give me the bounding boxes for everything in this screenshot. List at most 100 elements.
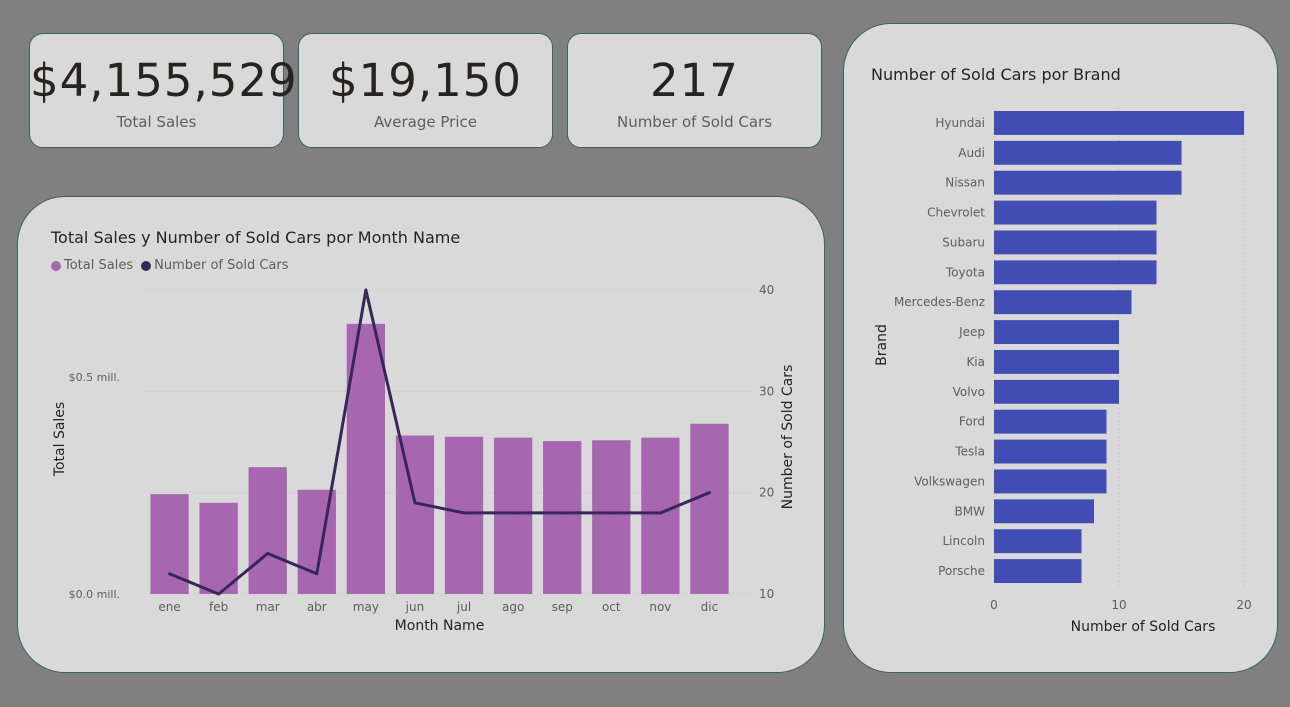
line-point-abr xyxy=(314,571,318,575)
x-tick-label: jul xyxy=(455,600,470,614)
x-tick-label: may xyxy=(352,600,378,614)
bar-Toyota xyxy=(993,259,1156,284)
y-tick-label: Ford xyxy=(958,414,984,428)
kpi-label: Total Sales xyxy=(116,113,197,131)
line-point-jun xyxy=(412,500,416,504)
y-tick-label: Kia xyxy=(966,354,985,368)
legend-item-total-sales[interactable]: Total Sales xyxy=(51,258,133,273)
y2-axis-title: Number of Sold Cars xyxy=(780,364,796,509)
y-tick-label: Volkswagen xyxy=(914,474,985,488)
chart-title: Number of Sold Cars por Brand xyxy=(871,65,1121,84)
brand-chart-plot: 0 10 20 Hyundai Audi Nissan Chevrolet Subaru Toy… xyxy=(874,107,1251,635)
x-axis-title: Month Name xyxy=(394,618,484,634)
x-tick-label: abr xyxy=(306,600,326,614)
x-tick-label: ago xyxy=(501,600,523,614)
y-tick-label: Porsche xyxy=(938,564,985,578)
bar-ago xyxy=(493,437,532,594)
monthly-sales-chart-card[interactable]: Total Sales y Number of Sold Cars por Mo… xyxy=(17,196,825,673)
bar-Chevrolet xyxy=(993,200,1156,225)
bar-nov xyxy=(640,437,680,594)
y2-tick-label: 40 xyxy=(759,283,774,297)
chart-title: Total Sales y Number of Sold Cars por Mo… xyxy=(51,228,461,247)
legend-dot-icon xyxy=(51,260,61,271)
kpi-value: $4,155,529 xyxy=(30,54,298,107)
y-tick-label: Nissan xyxy=(945,175,985,189)
legend-label: Total Sales xyxy=(64,258,134,273)
y2-tick-label: 10 xyxy=(759,587,774,601)
kpi-card-total-sales: $4,155,529 Total Sales xyxy=(29,33,298,148)
line-point-ene xyxy=(167,571,171,575)
bar-abr xyxy=(297,489,336,594)
kpi-value: 217 xyxy=(650,54,739,107)
bar-feb xyxy=(198,502,238,594)
line-point-jul xyxy=(462,510,466,514)
sold-cars-line xyxy=(168,288,710,595)
y-tick-label: Chevrolet xyxy=(927,205,985,219)
bar-Jeep xyxy=(993,319,1119,344)
x-tick-label: mar xyxy=(255,600,279,614)
x-tick-label: 20 xyxy=(1236,598,1251,612)
kpi-value: $19,150 xyxy=(328,54,523,107)
bar-jul xyxy=(444,436,483,594)
y-tick-label: Toyota xyxy=(944,265,984,279)
line-point-ago xyxy=(511,510,515,514)
y-tick-label: Audi xyxy=(958,145,985,159)
y2-tick-label: 20 xyxy=(759,485,774,499)
bar-Volkswagen xyxy=(993,468,1106,493)
x-tick-label: dic xyxy=(700,600,718,614)
y-tick-label: $0.5 mill. xyxy=(68,370,119,383)
bar-Hyundai xyxy=(993,110,1244,135)
bar-Tesla xyxy=(993,439,1106,464)
kpi-label: Average Price xyxy=(374,113,477,131)
y-tick-label: Volvo xyxy=(952,384,984,398)
x-tick-label: 0 xyxy=(990,598,998,612)
kpi-label: Number of Sold Cars xyxy=(616,113,773,131)
brand-chart-card[interactable]: Number of Sold Cars por Brand 0 10 20 Hyund… xyxy=(843,23,1278,673)
bar-BMW xyxy=(993,498,1094,523)
combo-chart-plot: 10 20 30 40 $0.0 mill. $0.5 mill. ene feb mar abr… xyxy=(52,283,796,634)
legend-label: Number of Sold Cars xyxy=(154,258,289,273)
x-tick-label: feb xyxy=(209,600,228,614)
y2-tick-label: 30 xyxy=(759,384,774,398)
y-axis-title: Brand xyxy=(874,324,890,366)
line-point-dic xyxy=(707,490,711,494)
x-tick-label: nov xyxy=(649,600,671,614)
line-point-oct xyxy=(609,510,613,514)
legend-dot-icon xyxy=(141,260,152,271)
y-tick-label: Lincoln xyxy=(942,534,985,548)
line-point-may xyxy=(363,288,367,291)
y-axis-title: Total Sales xyxy=(52,401,68,476)
bar-Audi xyxy=(993,140,1181,165)
bar-Porsche xyxy=(993,558,1081,583)
y-tick-label: Mercedes-Benz xyxy=(893,295,984,309)
y-tick-label: BMW xyxy=(954,504,985,518)
x-tick-label: ene xyxy=(158,600,180,614)
y-tick-label: Jeep xyxy=(958,325,985,339)
bar-mar xyxy=(248,466,287,594)
kpi-card-sold-cars: 217 Number of Sold Cars xyxy=(567,33,822,148)
y-tick-label: Tesla xyxy=(954,444,985,458)
line-point-nov xyxy=(658,510,662,514)
y-tick-label: Subaru xyxy=(942,235,985,249)
chart-legend[interactable]: Total Sales Number of Sold Cars xyxy=(51,258,293,273)
line-point-mar xyxy=(265,551,269,555)
y-tick-label: $0.0 mill. xyxy=(68,588,119,601)
x-tick-label: sep xyxy=(551,600,572,614)
x-tick-label: oct xyxy=(601,600,620,614)
bar-dic xyxy=(689,423,729,594)
x-tick-label: 10 xyxy=(1111,598,1126,612)
legend-item-sold-cars[interactable]: Number of Sold Cars xyxy=(141,258,289,273)
line-point-sep xyxy=(560,510,564,514)
x-axis-title: Number of Sold Cars xyxy=(1070,619,1215,635)
x-tick-label: jun xyxy=(404,600,424,614)
bar-Nissan xyxy=(993,170,1181,195)
line-point-feb xyxy=(216,592,220,595)
bar-oct xyxy=(591,439,630,594)
bar-Mercedes-Benz xyxy=(993,289,1131,314)
bar-Ford xyxy=(993,409,1106,434)
bar-Lincoln xyxy=(993,528,1081,553)
bar-Subaru xyxy=(993,229,1156,254)
bar-sep xyxy=(542,440,581,594)
bar-jun xyxy=(395,434,434,594)
kpi-card-average-price: $19,150 Average Price xyxy=(298,33,553,148)
